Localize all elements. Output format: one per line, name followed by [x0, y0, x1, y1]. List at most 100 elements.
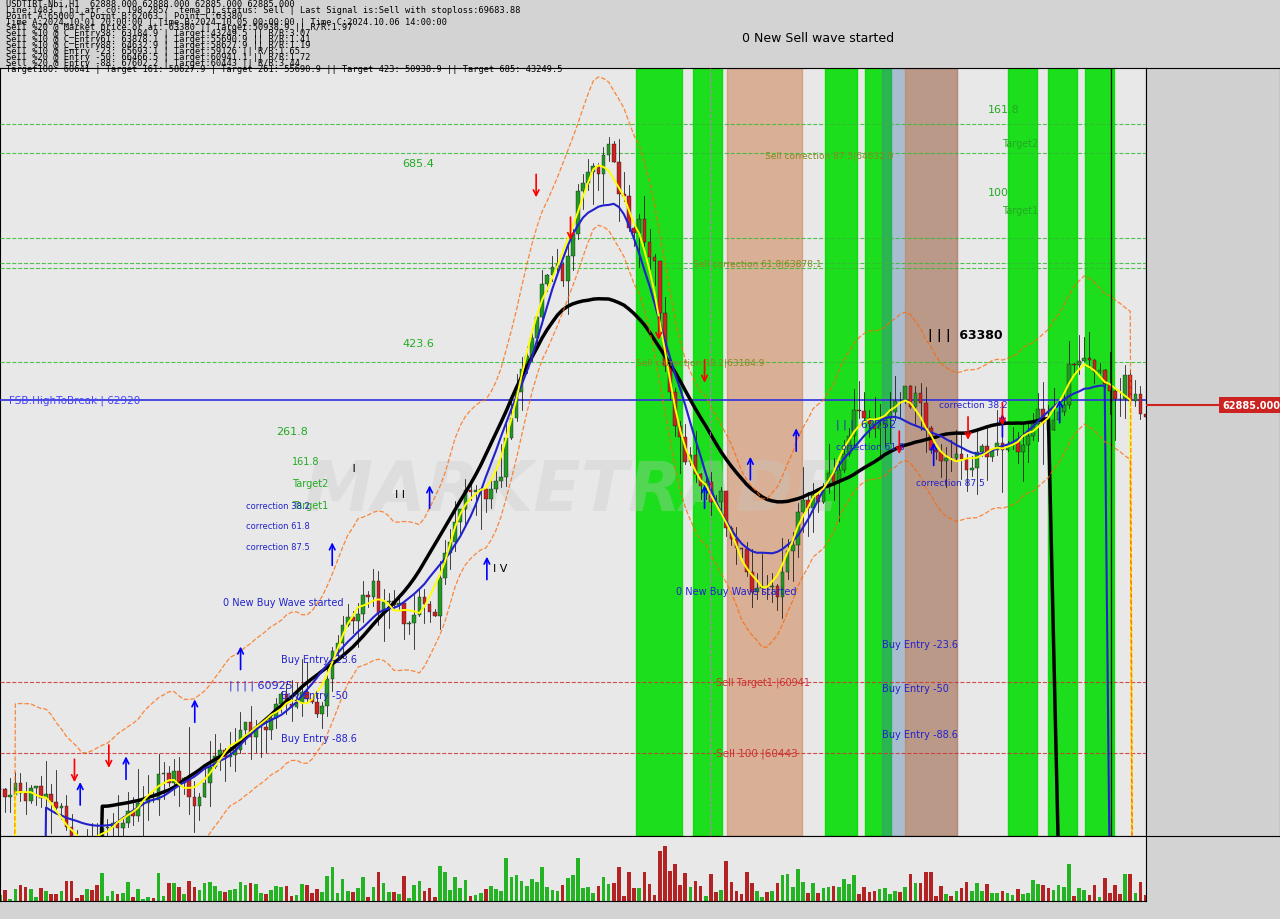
- Text: correction 38.2: correction 38.2: [246, 502, 310, 510]
- Bar: [19, 784, 22, 793]
- Bar: [19, 886, 22, 901]
- Bar: [274, 705, 278, 719]
- Bar: [197, 797, 201, 806]
- Text: Sell %20 @ Entry -88: 67602.2 | Target:60443 || R/R:3.44: Sell %20 @ Entry -88: 67602.2 | Target:6…: [5, 59, 300, 68]
- Bar: [1144, 895, 1147, 901]
- Bar: [1078, 888, 1080, 901]
- Bar: [371, 582, 375, 597]
- Bar: [474, 895, 477, 901]
- Bar: [264, 727, 268, 730]
- Bar: [356, 614, 360, 621]
- Bar: [125, 811, 129, 823]
- Bar: [65, 880, 68, 901]
- Bar: [1114, 391, 1116, 399]
- Bar: [945, 894, 948, 901]
- Bar: [986, 447, 989, 458]
- Bar: [632, 888, 636, 901]
- Bar: [530, 338, 534, 357]
- Bar: [934, 450, 938, 452]
- Bar: [515, 876, 518, 901]
- Bar: [591, 893, 595, 901]
- Text: Sell %10 @ C_Entry38: 63184.9 | Target:43249.5 || R/R:3.07: Sell %10 @ C_Entry38: 63184.9 | Target:4…: [5, 29, 310, 39]
- Bar: [489, 887, 493, 901]
- Bar: [300, 693, 303, 703]
- Bar: [525, 886, 529, 901]
- Text: I V: I V: [493, 563, 507, 573]
- Bar: [724, 861, 728, 901]
- Text: correction 61.8: correction 61.8: [246, 521, 310, 530]
- Text: 62885.000: 62885.000: [1222, 401, 1280, 411]
- Bar: [499, 478, 503, 482]
- Bar: [684, 438, 687, 462]
- Bar: [1052, 421, 1056, 431]
- Bar: [202, 783, 206, 797]
- Bar: [806, 893, 810, 901]
- Bar: [786, 875, 790, 901]
- Bar: [755, 588, 759, 592]
- Bar: [479, 893, 483, 901]
- Bar: [1144, 414, 1147, 418]
- Bar: [1093, 885, 1096, 901]
- Bar: [233, 890, 237, 901]
- Bar: [60, 891, 63, 901]
- Bar: [924, 403, 928, 428]
- Bar: [335, 643, 339, 651]
- Text: 100: 100: [987, 187, 1009, 198]
- Bar: [417, 881, 421, 901]
- Bar: [1047, 889, 1051, 901]
- Text: | | |  62752: | | | 62752: [836, 419, 896, 429]
- Bar: [100, 873, 104, 901]
- Bar: [684, 873, 687, 901]
- Bar: [996, 443, 1000, 451]
- Bar: [187, 778, 191, 797]
- Bar: [1073, 365, 1075, 366]
- Bar: [14, 890, 17, 901]
- Bar: [699, 475, 703, 486]
- Bar: [658, 262, 662, 313]
- Bar: [1098, 897, 1101, 901]
- Bar: [545, 276, 549, 284]
- Bar: [724, 491, 728, 528]
- Bar: [865, 69, 891, 836]
- Bar: [883, 888, 887, 901]
- Bar: [837, 471, 841, 482]
- Bar: [428, 604, 431, 612]
- Bar: [689, 887, 692, 901]
- Bar: [310, 893, 314, 901]
- Bar: [40, 787, 42, 799]
- Bar: [858, 410, 861, 412]
- Bar: [218, 891, 221, 901]
- Bar: [1006, 446, 1010, 450]
- Bar: [1134, 893, 1137, 901]
- Bar: [1052, 890, 1056, 901]
- Bar: [233, 751, 237, 755]
- Bar: [207, 767, 211, 783]
- Bar: [387, 891, 390, 901]
- Bar: [868, 891, 872, 901]
- Bar: [955, 455, 959, 459]
- Bar: [468, 896, 472, 901]
- Bar: [940, 886, 943, 901]
- Bar: [79, 843, 83, 847]
- Bar: [1083, 890, 1085, 901]
- Bar: [274, 886, 278, 901]
- Bar: [376, 871, 380, 901]
- Bar: [202, 883, 206, 901]
- Bar: [453, 522, 457, 542]
- Bar: [934, 896, 938, 901]
- Bar: [1042, 885, 1046, 901]
- Bar: [325, 679, 329, 707]
- Bar: [335, 892, 339, 901]
- Bar: [131, 811, 134, 816]
- Bar: [904, 387, 908, 402]
- Bar: [882, 69, 956, 836]
- Bar: [187, 880, 191, 901]
- Bar: [1098, 370, 1101, 372]
- Bar: [1048, 69, 1076, 836]
- Bar: [1037, 884, 1041, 901]
- Bar: [750, 573, 754, 592]
- Bar: [463, 491, 467, 510]
- Bar: [84, 890, 88, 901]
- Bar: [1009, 69, 1037, 836]
- Bar: [238, 882, 242, 901]
